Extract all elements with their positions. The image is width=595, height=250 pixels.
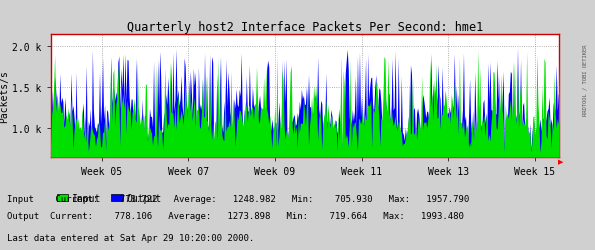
Title: Quarterly host2 Interface Packets Per Second: hme1: Quarterly host2 Interface Packets Per Se…: [127, 21, 483, 34]
Text: Output  Current:    778.106   Average:   1273.898   Min:    719.664   Max:   199: Output Current: 778.106 Average: 1273.89…: [7, 211, 464, 220]
Text: ▶: ▶: [558, 158, 563, 164]
Y-axis label: Packets/s: Packets/s: [0, 70, 10, 122]
Text: Last data entered at Sat Apr 29 10:20:00 2000.: Last data entered at Sat Apr 29 10:20:00…: [7, 233, 255, 242]
Text: RRDTOOL / TOBI OETIKER: RRDTOOL / TOBI OETIKER: [583, 44, 587, 116]
Text: Input    Current:    773.722   Average:   1248.982   Min:    705.930   Max:   19: Input Current: 773.722 Average: 1248.982…: [7, 194, 469, 203]
Legend: Input, Output: Input, Output: [53, 189, 166, 207]
